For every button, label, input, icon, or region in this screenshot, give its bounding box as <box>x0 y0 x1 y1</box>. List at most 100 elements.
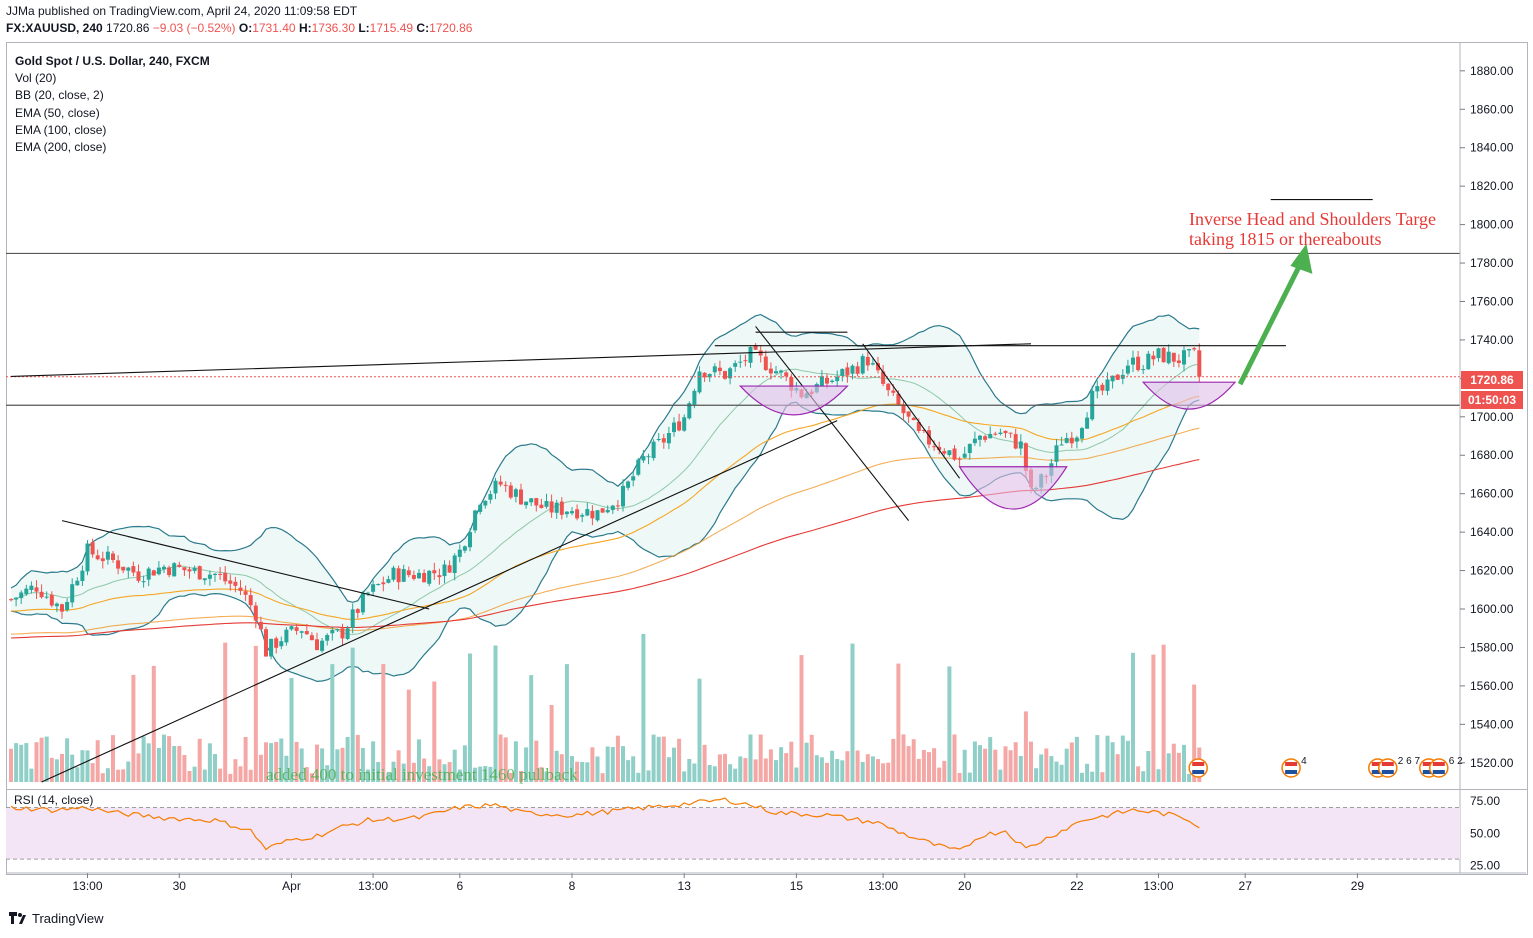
candle-body <box>462 546 467 551</box>
legend-bb[interactable]: BB (20, close, 2) <box>15 88 104 103</box>
rsi-tick-label: 75.00 <box>1470 794 1500 808</box>
candle-body <box>702 372 707 378</box>
volume-bar <box>585 762 590 782</box>
legend-ema50[interactable]: EMA (50, close) <box>15 105 100 120</box>
candle-body <box>330 630 335 634</box>
volume-bar <box>457 769 462 782</box>
candle-body <box>1018 441 1023 449</box>
tradingview-logo[interactable]: TradingView <box>8 911 104 926</box>
legend-ema200[interactable]: EMA (200, close) <box>15 140 107 155</box>
volume-bar <box>396 750 401 782</box>
volume-bar <box>1136 766 1141 782</box>
us-flag-icon-stripe <box>1192 766 1205 770</box>
us-flag-icon-stripe <box>1381 770 1394 774</box>
brand-name: TradingView <box>32 911 104 926</box>
volume-bar <box>916 758 921 782</box>
event-count-label: 2 6 7 <box>1398 756 1421 767</box>
candle-body <box>473 510 478 531</box>
volume-bar <box>988 737 993 782</box>
candle-body <box>228 580 233 584</box>
candle-body <box>146 568 151 580</box>
candle-body <box>177 564 182 567</box>
candle-body <box>855 366 860 374</box>
volume-bar <box>549 705 554 782</box>
volume-bar <box>411 762 416 782</box>
candle-body <box>411 575 416 579</box>
volume-bar <box>478 766 483 782</box>
volume-bar <box>376 762 381 782</box>
volume-bar <box>559 754 564 782</box>
candle-body <box>758 350 763 356</box>
volume-bar <box>615 735 620 782</box>
candle-body <box>906 411 911 417</box>
volume-bar <box>753 759 758 782</box>
candle-body <box>656 439 661 440</box>
volume-bar <box>784 753 789 782</box>
volume-bar <box>131 674 136 782</box>
rsi-legend[interactable]: RSI (14, close) <box>14 793 94 807</box>
volume-bar <box>330 664 335 782</box>
volume-bar <box>1146 751 1151 782</box>
us-flag-icon-stripe <box>1432 766 1445 770</box>
volume-bar <box>498 734 503 782</box>
volume-bar <box>14 743 19 782</box>
us-flag-icon-stripe <box>1422 766 1435 770</box>
candle-body <box>442 564 447 577</box>
volume-bar <box>100 773 105 782</box>
volume-bar <box>207 743 212 782</box>
ema100-line <box>10 427 1200 635</box>
price-tick-label: 1520.00 <box>1470 756 1514 770</box>
time-tick-label: 13:00 <box>358 879 388 893</box>
volume-bar <box>927 752 931 782</box>
volume-bar <box>774 760 778 782</box>
volume-bar <box>218 768 223 782</box>
us-flag-icon-stripe <box>1285 762 1298 766</box>
candle-body <box>192 567 197 571</box>
candle-body <box>233 581 238 586</box>
volume-bar <box>1131 652 1135 782</box>
candle-body <box>345 628 350 639</box>
us-flag-icon-stripe <box>1371 770 1384 774</box>
candle-body <box>677 421 682 431</box>
volume-bar <box>605 746 610 782</box>
time-tick-label: 30 <box>173 879 187 893</box>
candle-body <box>626 481 631 488</box>
volume-bar <box>651 734 656 782</box>
candle-body <box>534 498 539 506</box>
candle-body <box>876 363 880 371</box>
candle-body <box>406 570 411 576</box>
candle-body <box>993 433 998 435</box>
volume-bar <box>350 647 355 782</box>
us-flag-icon-stripe <box>1381 766 1394 770</box>
candle-body <box>105 551 110 560</box>
candle-body <box>840 369 845 376</box>
candle-body <box>207 574 212 579</box>
volume-bar <box>860 762 865 782</box>
volume-bar <box>1008 750 1013 782</box>
candle-body <box>717 367 722 372</box>
volume-bar <box>493 645 498 782</box>
volume-bar <box>886 762 891 782</box>
tradingview-icon <box>9 912 26 924</box>
candle-body <box>1136 356 1141 371</box>
trend-line <box>10 343 1032 377</box>
legend-vol[interactable]: Vol (20) <box>15 71 57 86</box>
time-tick-label: Apr <box>282 879 301 893</box>
symbol-label: FX:XAUUSD, 240 <box>6 21 103 35</box>
indicator-legend: Gold Spot / U.S. Dollar, 240, FXCM Vol (… <box>15 53 210 156</box>
candle-body <box>544 501 549 507</box>
candle-body <box>1105 379 1110 391</box>
candle-body <box>396 568 401 583</box>
volume-bar <box>921 750 926 782</box>
candle-body <box>621 485 625 507</box>
volume-bar <box>172 746 177 782</box>
candle-body <box>646 456 651 458</box>
volume-bar <box>748 734 753 782</box>
legend-ema100[interactable]: EMA (100, close) <box>15 122 107 137</box>
target-annotation: Inverse Head and Shoulders Targe taking … <box>1189 209 1436 249</box>
candle-body <box>728 368 733 379</box>
candle-body <box>687 403 692 419</box>
candle-body <box>916 422 921 431</box>
investment-note: added 400 to initial investment 1460 pul… <box>266 765 578 784</box>
